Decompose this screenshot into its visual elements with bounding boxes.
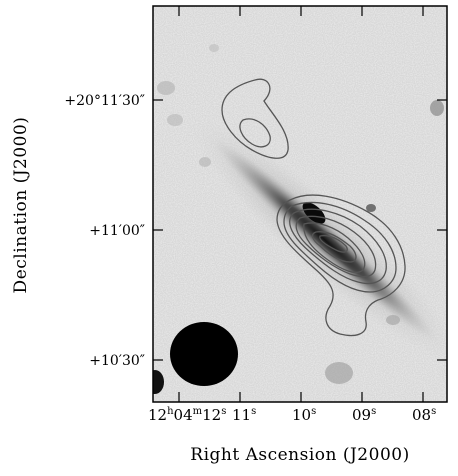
x-tick-label: 08s <box>412 406 436 424</box>
contour-south-7 <box>319 234 348 253</box>
bright-star <box>153 370 164 394</box>
contour-south-5 <box>303 222 366 274</box>
plot-frame <box>152 5 448 403</box>
galaxy-core <box>302 202 326 224</box>
faint-source <box>167 114 183 126</box>
contour-north-inner <box>239 118 271 148</box>
faint-source <box>157 81 175 95</box>
contour-south-4 <box>295 215 377 278</box>
faint-source <box>430 100 444 116</box>
y-axis-title: Declination (J2000) <box>11 117 31 294</box>
image-panel <box>153 6 447 402</box>
x-tick-label: 12h04m12s <box>148 406 226 424</box>
contour-south-6 <box>311 231 357 263</box>
faint-source <box>209 44 219 52</box>
faint-source <box>386 315 400 325</box>
beam-ellipse <box>170 322 238 386</box>
x-axis-title: Right Ascension (J2000) <box>190 445 409 465</box>
contour-south-2 <box>283 201 397 293</box>
contour-north-outer <box>221 78 289 159</box>
y-tick-label: +20°11′30″ <box>64 93 145 109</box>
x-tick-label: 09s <box>352 406 376 424</box>
y-tick-marks <box>153 99 447 361</box>
radio-contours <box>221 78 406 337</box>
x-tick-marks <box>178 6 424 402</box>
y-tick-label: +10′30″ <box>89 353 145 369</box>
contour-south-outer <box>276 194 406 337</box>
y-tick-label: +11′00″ <box>89 223 145 239</box>
faint-source <box>199 157 211 167</box>
faint-source <box>325 362 353 384</box>
faint-source <box>366 204 376 212</box>
x-tick-label: 11s <box>232 406 256 424</box>
x-tick-label: 10s <box>292 406 316 424</box>
contour-south-3 <box>289 208 387 285</box>
